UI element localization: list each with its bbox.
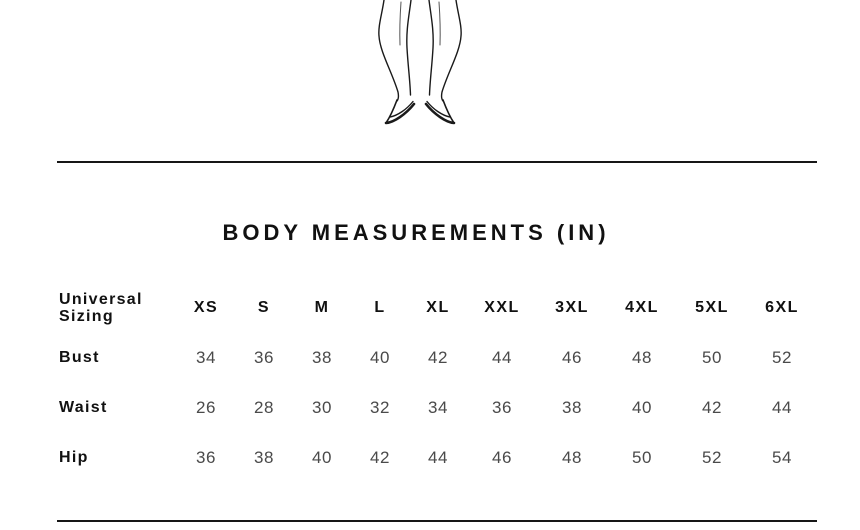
measurement-value: 30 bbox=[312, 398, 332, 417]
page-title: BODY MEASUREMENTS (IN) bbox=[222, 220, 610, 245]
universal-sizing-header: Universal Sizing bbox=[59, 291, 143, 325]
measurement-value: 42 bbox=[370, 448, 390, 467]
measurement-value: 50 bbox=[632, 448, 652, 467]
measurement-value: 34 bbox=[196, 348, 216, 367]
measurement-row: Hip 36 38 40 42 44 46 48 50 52 54 bbox=[57, 433, 817, 483]
measurement-value: 38 bbox=[312, 348, 332, 367]
measurement-value: 38 bbox=[254, 448, 274, 467]
measurement-row-label: Waist bbox=[59, 399, 108, 416]
measurement-value: 42 bbox=[428, 348, 448, 367]
measurement-value: 44 bbox=[428, 448, 448, 467]
measurement-value: 52 bbox=[772, 348, 792, 367]
measurement-value: 40 bbox=[312, 448, 332, 467]
measurement-row-label: Hip bbox=[59, 449, 89, 466]
measurement-value: 52 bbox=[702, 448, 722, 467]
size-column-header: XL bbox=[426, 299, 450, 316]
measurement-value: 36 bbox=[254, 348, 274, 367]
measurement-value: 38 bbox=[562, 398, 582, 417]
measurement-value: 26 bbox=[196, 398, 216, 417]
size-column-header: S bbox=[257, 299, 271, 316]
measurement-value: 46 bbox=[562, 348, 582, 367]
size-column-header: 4XL bbox=[625, 299, 659, 316]
measurement-row: Bust 34 36 38 40 42 44 46 48 50 52 bbox=[57, 333, 817, 383]
size-column-header: L bbox=[374, 299, 386, 316]
measurement-value: 34 bbox=[428, 398, 448, 417]
body-measurements-table: Universal Sizing XS S M L XL XXL 3XL 4XL 5XL 6XL … bbox=[57, 283, 817, 483]
measurement-value: 48 bbox=[632, 348, 652, 367]
top-divider bbox=[57, 161, 817, 163]
size-column-header: M bbox=[314, 299, 330, 316]
size-column-header: 3XL bbox=[555, 299, 589, 316]
size-column-header: 6XL bbox=[765, 299, 799, 316]
measurement-row-label: Bust bbox=[59, 349, 100, 366]
table-header-row: Universal Sizing XS S M L XL XXL 3XL 4XL 5XL 6XL bbox=[57, 283, 817, 333]
measurement-value: 50 bbox=[702, 348, 722, 367]
measurement-value: 54 bbox=[772, 448, 792, 467]
size-column-header: XXL bbox=[484, 299, 520, 316]
size-column-header: 5XL bbox=[695, 299, 729, 316]
fashion-figure-legs-illustration bbox=[378, 0, 462, 125]
measurement-value: 40 bbox=[632, 398, 652, 417]
measurement-value: 36 bbox=[196, 448, 216, 467]
measurement-value: 42 bbox=[702, 398, 722, 417]
measurement-value: 44 bbox=[492, 348, 512, 367]
measurement-row: Waist 26 28 30 32 34 36 38 40 42 44 bbox=[57, 383, 817, 433]
measurement-value: 40 bbox=[370, 348, 390, 367]
measurement-value: 32 bbox=[370, 398, 390, 417]
bottom-divider bbox=[57, 520, 817, 522]
measurement-value: 36 bbox=[492, 398, 512, 417]
measurement-value: 46 bbox=[492, 448, 512, 467]
size-column-header: XS bbox=[193, 299, 219, 316]
measurement-value: 44 bbox=[772, 398, 792, 417]
measurement-value: 48 bbox=[562, 448, 582, 467]
measurement-value: 28 bbox=[254, 398, 274, 417]
